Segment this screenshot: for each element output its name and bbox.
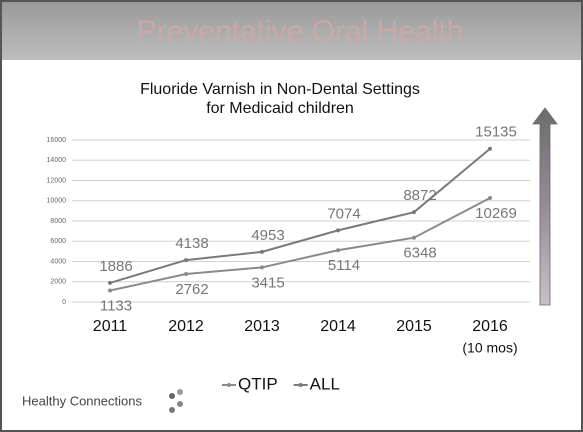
legend-marker — [298, 383, 303, 387]
series-marker — [488, 196, 492, 201]
series-marker — [184, 272, 188, 277]
y-tick-label: 2000 — [50, 279, 66, 286]
series-marker — [488, 146, 492, 151]
y-tick-label: 6000 — [50, 238, 66, 245]
y-tick-label: 16000 — [47, 137, 67, 144]
series-marker — [336, 248, 340, 253]
series-marker — [260, 265, 264, 270]
x-tick-label: 2012 — [168, 318, 204, 335]
x-tick-label: 2013 — [244, 318, 280, 335]
x-tick-label: 2014 — [320, 318, 356, 335]
series-line — [109, 197, 491, 292]
data-label: 1133 — [100, 297, 132, 314]
legend-label: QTIP — [238, 374, 278, 393]
header-band — [2, 2, 581, 60]
data-label: 8872 — [403, 187, 436, 204]
legend-marker — [227, 383, 231, 387]
y-tick-label: 0 — [62, 299, 66, 306]
y-tick-label: 12000 — [47, 177, 67, 184]
x-tick-label: 2016 — [472, 318, 508, 335]
series-marker — [412, 210, 416, 215]
logo-text: Healthy Connections — [22, 393, 142, 408]
series-marker — [260, 249, 264, 254]
growth-arrow — [532, 107, 558, 306]
data-label: 3415 — [251, 274, 284, 291]
series-marker — [108, 288, 112, 293]
series-marker — [108, 280, 112, 285]
slide-title: Preventative Oral Health — [137, 15, 464, 48]
series-marker — [412, 235, 416, 240]
series-line — [109, 147, 491, 284]
data-label: 2762 — [175, 281, 208, 298]
y-tick-label: 4000 — [50, 258, 66, 265]
data-label: 1886 — [99, 258, 132, 275]
x-tick-label: 2011 — [93, 318, 128, 335]
y-tick-label: 10000 — [47, 198, 67, 205]
data-label: 4138 — [175, 235, 208, 252]
data-label: 6348 — [403, 245, 436, 262]
y-tick-label: 8000 — [50, 218, 66, 225]
data-label: 5114 — [328, 257, 360, 274]
data-label: 4953 — [251, 227, 284, 244]
y-tick-label: 14000 — [47, 157, 67, 164]
logo-icon — [169, 389, 183, 413]
chart-title: Fluoride Varnish in Non-Dental Settings … — [140, 81, 420, 117]
data-label: 15135 — [475, 124, 517, 141]
x-tick-label: 2015 — [396, 318, 432, 335]
legend-label: ALL — [310, 374, 340, 393]
series-marker — [336, 228, 340, 233]
data-label: 10269 — [475, 205, 517, 222]
x-tick-note: (10 mos) — [462, 340, 517, 356]
data-label: 7074 — [327, 205, 360, 222]
series-marker — [184, 258, 188, 263]
